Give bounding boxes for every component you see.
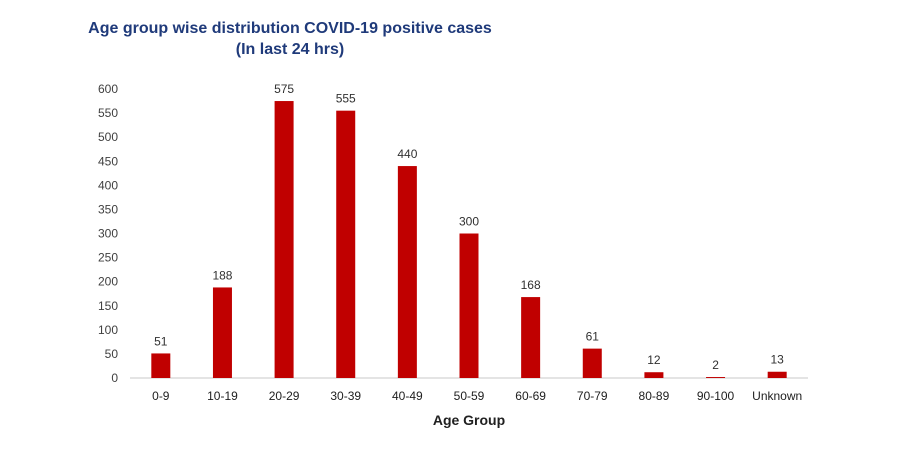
data-label: 51 [154, 334, 168, 348]
y-tick-label: 400 [98, 178, 118, 192]
bar-0-9 [151, 353, 171, 378]
data-label: 188 [212, 268, 232, 282]
x-axis: 0-9 10-19 20-29 30-39 40-49 50-59 60-69 70-79 80… [152, 389, 802, 403]
bar-Unknown [767, 371, 787, 378]
data-label: 12 [647, 353, 661, 367]
y-tick-label: 50 [105, 347, 119, 361]
y-tick-label: 450 [98, 154, 118, 168]
data-label: 61 [586, 330, 600, 344]
data-labels-group: 51 188 575 555 440 300 168 61 12 2 13 [154, 82, 784, 372]
x-axis-label: Age Group [433, 412, 505, 428]
bar-70-79 [582, 348, 602, 378]
y-tick-label: 350 [98, 202, 118, 216]
x-tick-label: 60-69 [515, 389, 546, 403]
x-tick-label: 50-59 [454, 389, 485, 403]
y-tick-label: 550 [98, 106, 118, 120]
y-tick-label: 150 [98, 299, 118, 313]
bars-group [151, 101, 787, 379]
y-tick-label: 100 [98, 323, 118, 337]
x-tick-label: 10-19 [207, 389, 238, 403]
bar-40-49 [397, 166, 417, 378]
bar-60-69 [521, 297, 541, 378]
x-tick-label: 90-100 [697, 389, 735, 403]
y-tick-label: 0 [111, 371, 118, 385]
y-tick-label: 300 [98, 227, 118, 241]
data-label: 300 [459, 215, 479, 229]
data-label: 440 [397, 147, 417, 161]
data-label: 168 [521, 278, 541, 292]
bar-10-19 [212, 287, 232, 378]
bar-50-59 [459, 233, 479, 378]
data-label: 2 [712, 358, 719, 372]
y-tick-label: 200 [98, 275, 118, 289]
x-tick-label: 40-49 [392, 389, 423, 403]
y-tick-label: 600 [98, 82, 118, 96]
bar-80-89 [644, 372, 664, 378]
data-label: 575 [274, 82, 294, 96]
bar-90-100 [706, 377, 726, 378]
x-tick-label: 70-79 [577, 389, 608, 403]
y-tick-label: 250 [98, 251, 118, 265]
y-tick-label: 500 [98, 130, 118, 144]
x-tick-label: 20-29 [269, 389, 300, 403]
bar-30-39 [336, 110, 356, 379]
bar-20-29 [274, 101, 294, 379]
y-axis: 0 50 100 150 200 250 300 350 400 450 500 550 600 [98, 82, 118, 385]
x-tick-label: 80-89 [639, 389, 670, 403]
x-tick-label: 0-9 [152, 389, 170, 403]
chart-subtitle: (In last 24 hrs) [235, 41, 345, 58]
x-tick-label: 30-39 [330, 389, 361, 403]
chart-title: Age group wise distribution COVID-19 pos… [88, 20, 492, 37]
x-tick-label: Unknown [752, 389, 802, 403]
data-label: 13 [771, 353, 785, 367]
data-label: 555 [336, 92, 356, 106]
